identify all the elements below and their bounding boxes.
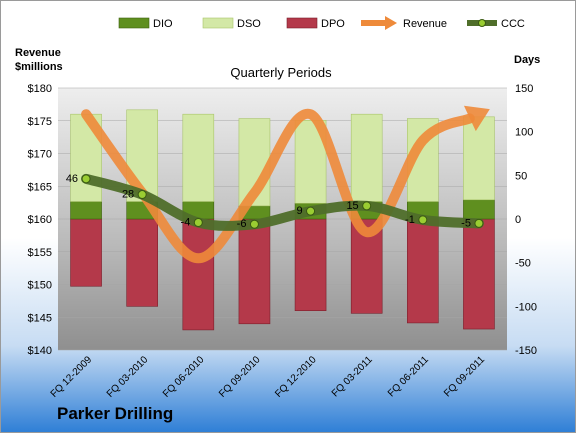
left-tick-label: $165	[28, 181, 52, 193]
category-label: FQ 06-2011	[386, 354, 431, 399]
dio-bar	[70, 201, 102, 220]
category-label: FQ 09-2011	[442, 354, 487, 399]
ccc-marker	[249, 219, 259, 229]
legend-swatch-dso	[202, 17, 234, 29]
dpo-bar	[238, 218, 271, 325]
left-tick-label: $150	[28, 280, 52, 292]
data-labels: 46 28 -4 -6 9 15 -1 -5	[66, 173, 471, 230]
right-tick-label: 100	[515, 127, 533, 139]
right-tick-label: 150	[515, 83, 533, 95]
ccc-line	[81, 173, 484, 231]
dpo-bar	[463, 218, 495, 330]
ccc-series	[81, 173, 484, 231]
left-tick-label: $140	[28, 345, 52, 357]
legend-swatch-dio	[118, 17, 150, 29]
ccc-data-label: 28	[122, 189, 134, 201]
legend-marker	[478, 19, 486, 27]
legend-label: DIO	[153, 18, 173, 30]
legend: DIO DSO DPO Revenue CCC	[118, 16, 525, 30]
left-tick-label: $155	[28, 247, 52, 259]
dpo-bar	[126, 218, 158, 307]
category-label: FQ 12-2010	[273, 354, 319, 400]
ccc-data-label: -4	[181, 216, 191, 228]
right-tick-label: -50	[515, 258, 531, 270]
right-axis-title: Days	[514, 54, 540, 66]
ccc-data-label: 15	[346, 200, 358, 212]
left-tick-label: $175	[28, 116, 52, 128]
right-tick-label: -150	[515, 345, 537, 357]
ccc-marker	[306, 206, 316, 216]
category-label: FQ 09-2010	[217, 354, 263, 400]
ccc-marker	[137, 190, 147, 200]
company-name: Parker Drilling	[57, 404, 174, 423]
revenue-arrowhead	[463, 105, 490, 132]
category-label: FQ 03-2010	[105, 354, 151, 400]
legend-label: DSO	[237, 18, 261, 30]
ccc-marker	[193, 217, 203, 227]
legend-arrowhead	[385, 16, 397, 30]
ccc-data-label: -1	[405, 214, 415, 226]
left-axis-title-line1: Revenue	[15, 47, 61, 59]
dpo-bar	[182, 218, 215, 331]
left-tick-label: $170	[28, 149, 52, 161]
revenue-series	[81, 105, 490, 264]
right-tick-label: 50	[515, 170, 527, 182]
dpo-bar	[407, 218, 439, 324]
dso-bar	[182, 113, 215, 202]
ccc-data-label: 46	[66, 173, 78, 185]
ccc-marker	[418, 215, 428, 225]
legend-label: CCC	[501, 18, 525, 30]
dio-bar	[463, 199, 495, 220]
chart-title: Quarterly Periods	[230, 65, 332, 80]
right-tick-label: 0	[515, 214, 521, 226]
left-axis-title-line2: $millions	[15, 61, 63, 73]
category-label: FQ 03-2011	[330, 354, 375, 399]
dpo-bar	[294, 218, 327, 311]
category-label: FQ 12-2009	[49, 354, 95, 400]
right-tick-label: -100	[515, 301, 537, 313]
ccc-data-label: -6	[237, 218, 247, 230]
ccc-marker	[362, 201, 372, 211]
legend-label: DPO	[321, 18, 345, 30]
ccc-marker	[81, 174, 91, 184]
bar-series	[70, 109, 495, 331]
dso-bar	[463, 116, 495, 201]
revenue-line	[81, 109, 475, 264]
dpo-bar	[70, 218, 102, 287]
legend-swatch-dpo	[286, 17, 318, 29]
ccc-data-label: -5	[461, 217, 471, 229]
legend-label: Revenue	[403, 18, 447, 30]
left-tick-label: $145	[28, 312, 52, 324]
dso-bar	[350, 113, 383, 202]
left-tick-label: $160	[28, 214, 52, 226]
ccc-marker	[474, 218, 484, 228]
category-label: FQ 06-2010	[161, 354, 207, 400]
ccc-data-label: 9	[296, 205, 302, 217]
left-tick-label: $180	[28, 83, 52, 95]
